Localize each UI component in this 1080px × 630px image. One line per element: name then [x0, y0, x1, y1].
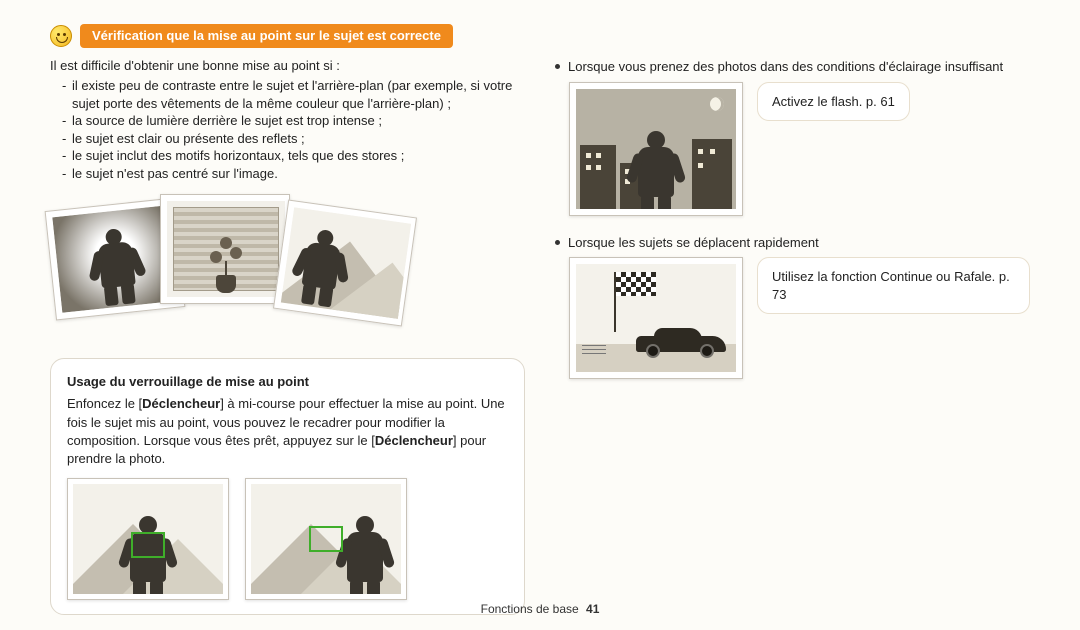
lowlight-text: Lorsque vous prenez des photos dans des …	[568, 58, 1003, 76]
fast-subject-text: Lorsque les sujets se déplacent rapideme…	[568, 234, 819, 252]
difficulty-list: il existe peu de contraste entre le suje…	[50, 77, 525, 182]
focus-lock-callout: Usage du verrouillage de mise au point E…	[50, 358, 525, 615]
right-column: Lorsque vous prenez des photos dans des …	[555, 58, 1030, 615]
callout-body: Enfoncez le [Déclencheur] à mi-course po…	[67, 395, 508, 468]
list-item: il existe peu de contraste entre le suje…	[62, 77, 525, 112]
burst-tip-callout: Utilisez la fonction Continue ou Rafale.…	[757, 257, 1030, 314]
focus-indicator-icon	[309, 526, 343, 552]
fast-subject-photo	[569, 257, 743, 379]
checkered-flag-icon	[616, 272, 656, 296]
flash-tip-callout: Activez le flash. p. 61	[757, 82, 910, 122]
list-item: le sujet est clair ou présente des refle…	[62, 130, 525, 148]
callout-title: Usage du verrouillage de mise au point	[67, 373, 508, 391]
focus-photo-centered	[67, 478, 229, 600]
page-footer: Fonctions de base 41	[0, 602, 1080, 616]
focus-indicator-icon	[131, 532, 165, 558]
intro-text: Il est difficile d'obtenir une bonne mis…	[50, 58, 525, 73]
example-photos-row	[50, 194, 420, 344]
fast-subject-bullet: Lorsque les sujets se déplacent rapideme…	[555, 234, 1030, 252]
left-column: Il est difficile d'obtenir une bonne mis…	[50, 58, 525, 615]
moon-icon	[710, 97, 724, 111]
bullet-icon	[555, 64, 560, 69]
heading-row: Vérification que la mise au point sur le…	[50, 24, 1030, 48]
smiley-icon	[50, 25, 72, 47]
lowlight-bullet: Lorsque vous prenez des photos dans des …	[555, 58, 1030, 76]
list-item: le sujet n'est pas centré sur l'image.	[62, 165, 525, 183]
photo-offcenter	[273, 200, 417, 327]
photo-blinds	[160, 194, 290, 304]
page-heading: Vérification que la mise au point sur le…	[80, 24, 453, 48]
list-item: le sujet inclut des motifs horizontaux, …	[62, 147, 525, 165]
car-icon	[636, 330, 726, 358]
lowlight-photo	[569, 82, 743, 216]
footer-section: Fonctions de base	[481, 602, 579, 616]
bullet-icon	[555, 240, 560, 245]
list-item: la source de lumière derrière le sujet e…	[62, 112, 525, 130]
footer-page-number: 41	[586, 602, 599, 616]
focus-photo-recomposed	[245, 478, 407, 600]
